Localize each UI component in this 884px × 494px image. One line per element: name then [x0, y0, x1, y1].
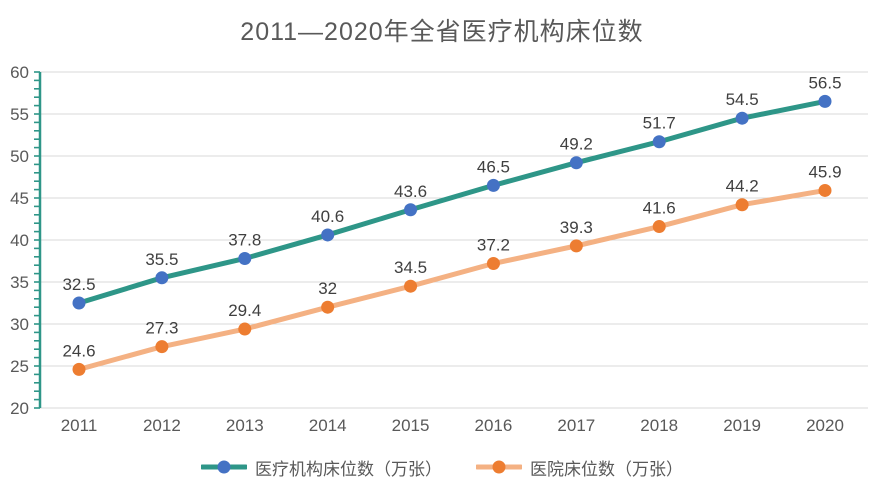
svg-text:2011: 2011 — [61, 416, 98, 435]
svg-text:32.5: 32.5 — [62, 275, 95, 294]
svg-text:54.5: 54.5 — [726, 90, 759, 109]
svg-text:2018: 2018 — [640, 416, 678, 435]
legend-label: 医疗机构床位数（万张） — [255, 459, 442, 479]
svg-text:2013: 2013 — [226, 416, 264, 435]
svg-text:45.9: 45.9 — [808, 162, 841, 181]
svg-text:60: 60 — [10, 63, 29, 82]
svg-text:41.6: 41.6 — [643, 199, 676, 218]
chart-legend: 医疗机构床位数（万张） 医院床位数（万张） — [0, 452, 884, 482]
legend-item-medical-institution-beds: 医疗机构床位数（万张） — [201, 455, 442, 480]
svg-text:2014: 2014 — [309, 416, 347, 435]
svg-text:37.2: 37.2 — [477, 236, 510, 255]
svg-text:37.8: 37.8 — [228, 230, 261, 249]
svg-text:2016: 2016 — [475, 416, 513, 435]
svg-text:50: 50 — [10, 147, 29, 166]
svg-text:45: 45 — [10, 189, 29, 208]
legend-label: 医院床位数（万张） — [530, 459, 683, 479]
svg-text:2017: 2017 — [557, 416, 595, 435]
svg-text:46.5: 46.5 — [477, 157, 510, 176]
svg-text:20: 20 — [10, 399, 29, 418]
svg-text:44.2: 44.2 — [726, 177, 759, 196]
svg-text:2020: 2020 — [806, 416, 844, 435]
svg-text:2012: 2012 — [143, 416, 181, 435]
svg-text:56.5: 56.5 — [808, 73, 841, 92]
svg-text:35.5: 35.5 — [145, 250, 178, 269]
svg-text:27.3: 27.3 — [145, 319, 178, 338]
svg-text:40: 40 — [10, 231, 29, 250]
svg-text:32: 32 — [318, 279, 337, 298]
svg-text:51.7: 51.7 — [643, 114, 676, 133]
svg-text:40.6: 40.6 — [311, 207, 344, 226]
svg-text:25: 25 — [10, 357, 29, 376]
chart-title: 2011—2020年全省医疗机构床位数 — [240, 18, 644, 46]
svg-text:43.6: 43.6 — [394, 182, 427, 201]
svg-text:34.5: 34.5 — [394, 258, 427, 277]
svg-text:2019: 2019 — [723, 416, 761, 435]
legend-line-marker-sample-1 — [201, 460, 247, 474]
svg-text:49.2: 49.2 — [560, 135, 593, 154]
legend-item-hospital-beds: 医院床位数（万张） — [476, 455, 683, 480]
svg-text:35: 35 — [10, 273, 29, 292]
svg-text:24.6: 24.6 — [62, 341, 95, 360]
svg-text:2015: 2015 — [392, 416, 430, 435]
svg-text:39.3: 39.3 — [560, 218, 593, 237]
legend-line-marker-sample-2 — [476, 460, 522, 474]
svg-text:30: 30 — [10, 315, 29, 334]
svg-text:29.4: 29.4 — [228, 301, 261, 320]
svg-text:55: 55 — [10, 105, 29, 124]
